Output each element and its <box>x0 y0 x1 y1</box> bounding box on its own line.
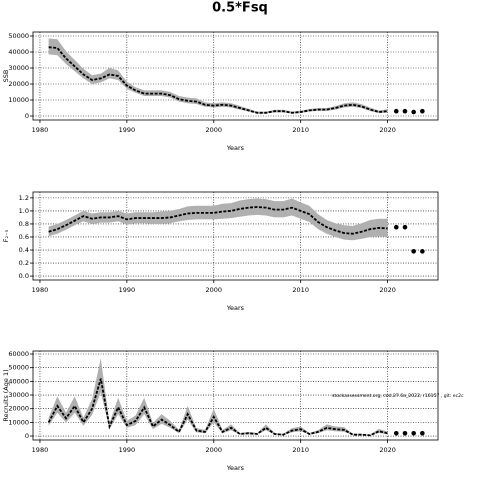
x-tick-label: 1980 <box>32 446 49 454</box>
y-tick-label: 60000 <box>8 350 29 358</box>
x-axis-label: Years <box>226 304 245 312</box>
y-tick-label: 1.2 <box>19 194 29 202</box>
y-tick-label: 10000 <box>8 418 29 426</box>
y-tick-label: 0 <box>25 432 29 440</box>
x-tick-label: 2010 <box>292 446 309 454</box>
figure-title: 0.5*Fsq <box>212 1 268 16</box>
estimate-line <box>48 206 388 235</box>
confidence-band <box>48 358 388 436</box>
forecast-point <box>393 224 399 230</box>
x-tick-label: 2010 <box>292 126 309 134</box>
annotation: stockassessment.org, cod.27.6a_2022, r16… <box>332 393 464 399</box>
y-tick-label: 0.0 <box>19 272 29 280</box>
confidence-band <box>48 38 388 114</box>
forecast-point <box>420 108 425 114</box>
y-tick-label: 30000 <box>8 64 29 72</box>
y-tick-label: 0.6 <box>19 233 29 241</box>
y-tick-label: 0 <box>25 112 29 120</box>
x-axis-label: Years <box>226 144 245 152</box>
forecast-point <box>402 431 408 436</box>
y-axis-label: SSB <box>2 70 10 83</box>
plot-frame <box>32 350 439 441</box>
y-tick-label: 50000 <box>8 364 29 372</box>
x-tick-label: 1980 <box>32 126 49 134</box>
y-tick-label: 40000 <box>8 48 29 56</box>
forecast-point <box>393 431 399 436</box>
y-tick-label: 1.0 <box>19 207 29 215</box>
x-tick-label: 2000 <box>205 286 222 294</box>
estimate-line <box>48 46 388 114</box>
x-tick-label: 2000 <box>205 446 222 454</box>
confidence-band <box>48 198 388 241</box>
y-axis-label: Recruits (Age 1) <box>2 369 10 421</box>
x-tick-label: 2010 <box>292 286 309 294</box>
forecast-point <box>402 224 408 230</box>
estimate-line <box>47 378 388 437</box>
y-axis-label: F₂₋₅ <box>2 229 10 242</box>
forecast-point <box>411 109 416 115</box>
y-tick-label: 10000 <box>8 96 29 104</box>
x-tick-label: 1980 <box>32 286 49 294</box>
x-tick-label: 2020 <box>379 126 396 134</box>
y-tick-label: 20000 <box>8 405 29 413</box>
y-tick-label: 0.8 <box>19 220 29 228</box>
plot-frame <box>32 191 439 281</box>
x-tick-label: 1990 <box>119 446 136 454</box>
y-tick-label: 20000 <box>8 80 29 88</box>
y-tick-label: 40000 <box>8 377 29 385</box>
x-tick-label: 1990 <box>119 286 136 294</box>
forecast-point <box>420 431 425 436</box>
y-tick-label: 0.2 <box>19 259 29 267</box>
plot-frame <box>32 31 439 121</box>
y-tick-label: 50000 <box>8 32 29 40</box>
y-tick-label: 0.4 <box>19 246 29 254</box>
forecast-point <box>411 249 416 254</box>
x-tick-label: 2020 <box>379 446 396 454</box>
forecast-point <box>402 108 408 114</box>
x-axis-label: Years <box>226 464 245 472</box>
x-tick-label: 2020 <box>379 286 396 294</box>
forecast-point <box>411 431 416 436</box>
forecast-point <box>420 249 425 254</box>
x-tick-label: 1990 <box>119 126 136 134</box>
y-tick-label: 30000 <box>8 391 29 399</box>
forecast-point <box>393 108 399 114</box>
x-tick-label: 2000 <box>205 126 222 134</box>
